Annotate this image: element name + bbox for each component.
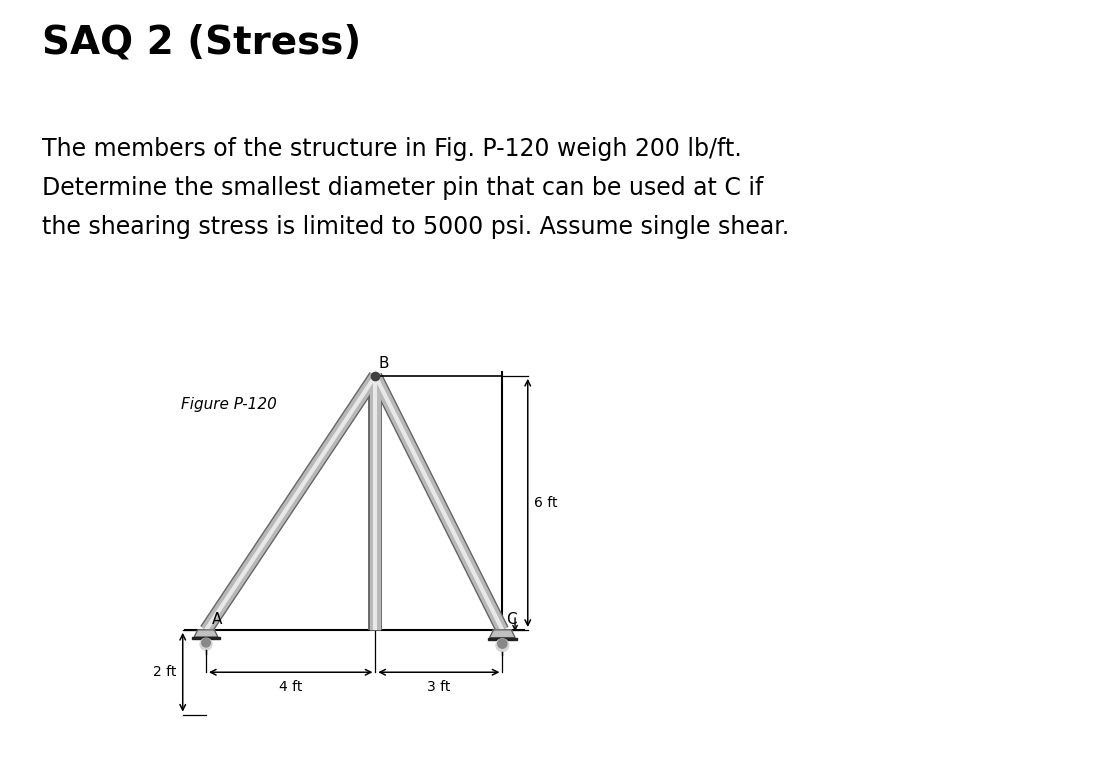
Text: C: C — [507, 612, 517, 626]
Text: B: B — [379, 356, 390, 371]
Circle shape — [200, 638, 212, 650]
Polygon shape — [488, 637, 517, 640]
Polygon shape — [490, 630, 516, 637]
Polygon shape — [194, 630, 217, 637]
Text: SAQ 2 (Stress): SAQ 2 (Stress) — [42, 23, 361, 62]
Text: Figure P-120: Figure P-120 — [181, 397, 276, 412]
Text: Determine the smallest diameter pin that can be used at C if: Determine the smallest diameter pin that… — [42, 176, 763, 200]
Text: 2 ft: 2 ft — [153, 665, 177, 679]
Polygon shape — [192, 637, 220, 639]
Text: 4 ft: 4 ft — [279, 680, 302, 694]
Circle shape — [498, 639, 507, 648]
Text: 3 ft: 3 ft — [427, 680, 450, 694]
Circle shape — [496, 639, 509, 651]
Circle shape — [202, 638, 210, 647]
Text: the shearing stress is limited to 5000 psi. Assume single shear.: the shearing stress is limited to 5000 p… — [42, 215, 789, 239]
Text: The members of the structure in Fig. P-120 weigh 200 lb/ft.: The members of the structure in Fig. P-1… — [42, 137, 742, 161]
Text: 6 ft: 6 ft — [534, 496, 558, 510]
Text: A: A — [212, 612, 223, 626]
